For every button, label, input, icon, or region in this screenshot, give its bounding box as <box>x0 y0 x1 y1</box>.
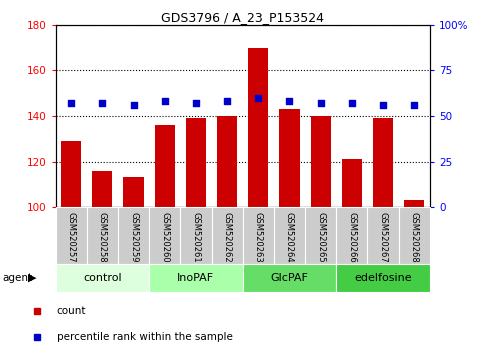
Point <box>348 100 356 106</box>
Text: GSM520261: GSM520261 <box>191 212 200 262</box>
Bar <box>368 207 398 264</box>
Text: GSM520266: GSM520266 <box>347 212 356 262</box>
Point <box>411 102 418 108</box>
Point <box>99 100 106 106</box>
Bar <box>217 116 237 207</box>
Text: GSM520268: GSM520268 <box>410 212 419 262</box>
Bar <box>404 200 425 207</box>
Bar <box>56 207 87 264</box>
Bar <box>373 118 393 207</box>
Text: GSM520264: GSM520264 <box>285 212 294 262</box>
Bar <box>279 109 299 207</box>
Text: GSM520262: GSM520262 <box>223 212 232 262</box>
Point <box>161 98 169 104</box>
Bar <box>242 264 336 292</box>
Bar <box>56 264 149 292</box>
Text: GSM520263: GSM520263 <box>254 212 263 262</box>
Bar <box>155 125 175 207</box>
Bar <box>248 47 269 207</box>
Bar <box>336 264 430 292</box>
Title: GDS3796 / A_23_P153524: GDS3796 / A_23_P153524 <box>161 11 324 24</box>
Bar <box>149 264 242 292</box>
Point <box>285 98 293 104</box>
Bar <box>274 207 305 264</box>
Bar <box>311 116 331 207</box>
Bar <box>118 207 149 264</box>
Bar <box>212 207 242 264</box>
Point <box>129 102 137 108</box>
Text: agent: agent <box>2 273 32 283</box>
Text: control: control <box>83 273 122 283</box>
Text: GSM520257: GSM520257 <box>67 212 76 262</box>
Bar <box>149 207 180 264</box>
Point <box>223 98 231 104</box>
Bar <box>336 207 368 264</box>
Text: InoPAF: InoPAF <box>177 273 214 283</box>
Bar <box>92 171 113 207</box>
Point <box>255 95 262 101</box>
Bar <box>342 159 362 207</box>
Bar <box>123 177 143 207</box>
Bar <box>398 207 430 264</box>
Text: ▶: ▶ <box>28 273 36 283</box>
Text: GSM520267: GSM520267 <box>379 212 387 262</box>
Bar <box>61 141 81 207</box>
Point <box>67 100 75 106</box>
Bar <box>242 207 274 264</box>
Text: GSM520260: GSM520260 <box>160 212 169 262</box>
Text: edelfosine: edelfosine <box>354 273 412 283</box>
Text: GSM520258: GSM520258 <box>98 212 107 262</box>
Text: GlcPAF: GlcPAF <box>270 273 309 283</box>
Bar <box>186 118 206 207</box>
Text: percentile rank within the sample: percentile rank within the sample <box>57 332 232 342</box>
Bar <box>180 207 212 264</box>
Point <box>192 100 200 106</box>
Point <box>317 100 325 106</box>
Text: count: count <box>57 306 86 316</box>
Text: GSM520259: GSM520259 <box>129 212 138 262</box>
Text: GSM520265: GSM520265 <box>316 212 325 262</box>
Point <box>379 102 387 108</box>
Bar <box>87 207 118 264</box>
Bar <box>305 207 336 264</box>
